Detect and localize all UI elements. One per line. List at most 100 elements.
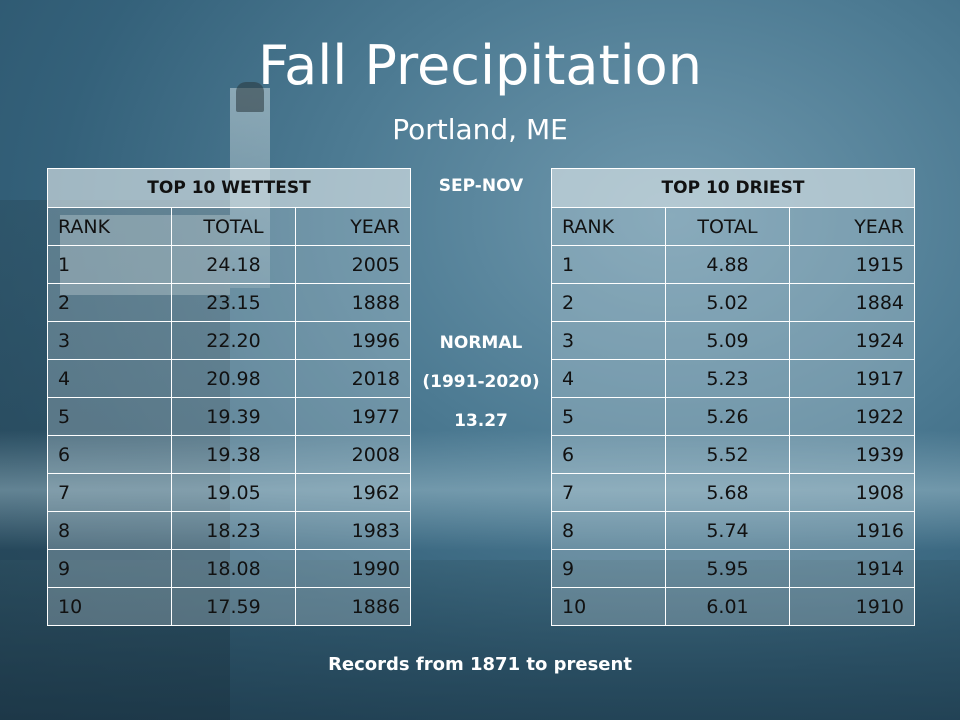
driest-total-cell: 5.09	[665, 321, 790, 360]
driest-rank-cell: 1	[551, 245, 666, 284]
driest-rank-cell: 8	[551, 511, 666, 550]
wettest-total-cell: 19.39	[171, 397, 296, 436]
wettest-year-cell: 1886	[295, 587, 411, 626]
wettest-rank-cell: 7	[47, 473, 172, 512]
wettest-rank-cell: 1	[47, 245, 172, 284]
driest-rank-cell: 7	[551, 473, 666, 512]
wettest-column-header-row: RANK TOTAL YEAR	[47, 207, 411, 246]
wettest-table: TOP 10 WETTEST RANK TOTAL YEAR 1 24.18 200…	[47, 168, 411, 626]
wettest-year-cell: 1977	[295, 397, 411, 436]
driest-year-cell: 1924	[788, 321, 916, 360]
driest-table-row: 1 4.88 1915	[551, 245, 916, 284]
wettest-col-rank: RANK	[47, 207, 172, 246]
wettest-table-row: 2 23.15 1888	[47, 283, 411, 322]
driest-year-cell: 1914	[788, 549, 916, 588]
wettest-rank-cell: 6	[47, 435, 172, 474]
wettest-total-cell: 18.08	[171, 549, 296, 588]
wettest-table-row: 5 19.39 1977	[47, 397, 411, 436]
wettest-total-cell: 20.98	[171, 359, 296, 398]
driest-col-year: YEAR	[788, 207, 916, 246]
wettest-table-row: 6 19.38 2008	[47, 435, 411, 474]
driest-column-header-row: RANK TOTAL YEAR	[551, 207, 916, 246]
wettest-rank-cell: 2	[47, 283, 172, 322]
driest-table-row: 3 5.09 1924	[551, 321, 916, 360]
wettest-rank-cell: 9	[47, 549, 172, 588]
driest-table-header: TOP 10 DRIEST	[550, 168, 916, 208]
driest-table-row: 6 5.52 1939	[551, 435, 916, 474]
wettest-year-cell: 2018	[295, 359, 411, 398]
wettest-total-cell: 17.59	[171, 587, 296, 626]
driest-total-cell: 6.01	[665, 587, 790, 626]
driest-year-cell: 1922	[788, 397, 916, 436]
records-footnote: Records from 1871 to present	[328, 654, 632, 675]
wettest-rank-cell: 10	[47, 587, 172, 626]
wettest-table-row: 8 18.23 1983	[47, 511, 411, 550]
driest-year-cell: 1910	[788, 587, 916, 626]
driest-year-cell: 1884	[788, 283, 916, 322]
driest-table-row: 2 5.02 1884	[551, 283, 916, 322]
wettest-rank-cell: 8	[47, 511, 172, 550]
driest-year-cell: 1908	[788, 473, 916, 512]
driest-col-total: TOTAL	[665, 207, 790, 246]
page-title: Fall Precipitation	[258, 34, 702, 97]
normal-label: NORMAL	[439, 333, 523, 353]
driest-rank-cell: 10	[551, 587, 666, 626]
driest-year-cell: 1916	[788, 511, 916, 550]
wettest-year-cell: 1983	[295, 511, 411, 550]
driest-rank-cell: 9	[551, 549, 666, 588]
normal-value: 13.27	[454, 411, 508, 431]
wettest-table-row: 1 24.18 2005	[47, 245, 411, 284]
driest-year-cell: 1915	[788, 245, 916, 284]
driest-rank-cell: 3	[551, 321, 666, 360]
wettest-year-cell: 1996	[295, 321, 411, 360]
wettest-total-cell: 19.38	[171, 435, 296, 474]
driest-table-row: 8 5.74 1916	[551, 511, 916, 550]
wettest-year-cell: 1990	[295, 549, 411, 588]
driest-table-row: 5 5.26 1922	[551, 397, 916, 436]
driest-table-row: 9 5.95 1914	[551, 549, 916, 588]
wettest-total-cell: 23.15	[171, 283, 296, 322]
driest-rank-cell: 2	[551, 283, 666, 322]
driest-year-cell: 1917	[788, 359, 916, 398]
wettest-year-cell: 1962	[295, 473, 411, 512]
driest-total-cell: 5.02	[665, 283, 790, 322]
driest-col-rank: RANK	[551, 207, 666, 246]
driest-year-cell: 1939	[788, 435, 916, 474]
wettest-year-cell: 2005	[295, 245, 411, 284]
wettest-year-cell: 1888	[295, 283, 411, 322]
wettest-total-cell: 19.05	[171, 473, 296, 512]
driest-table: TOP 10 DRIEST RANK TOTAL YEAR 1 4.88 1915 2…	[550, 168, 916, 626]
driest-total-cell: 5.95	[665, 549, 790, 588]
driest-rank-cell: 4	[551, 359, 666, 398]
wettest-rank-cell: 4	[47, 359, 172, 398]
wettest-col-year: YEAR	[295, 207, 411, 246]
wettest-col-total: TOTAL	[171, 207, 296, 246]
driest-rank-cell: 6	[551, 435, 666, 474]
period-label: SEP-NOV	[438, 176, 524, 196]
wettest-total-cell: 24.18	[171, 245, 296, 284]
bg-lighthouse-lantern	[236, 82, 264, 112]
driest-total-cell: 5.74	[665, 511, 790, 550]
driest-table-row: 4 5.23 1917	[551, 359, 916, 398]
wettest-rank-cell: 3	[47, 321, 172, 360]
driest-total-cell: 5.26	[665, 397, 790, 436]
wettest-table-header: TOP 10 WETTEST	[47, 168, 411, 208]
driest-total-cell: 5.23	[665, 359, 790, 398]
driest-rank-cell: 5	[551, 397, 666, 436]
driest-total-cell: 5.68	[665, 473, 790, 512]
wettest-rank-cell: 5	[47, 397, 172, 436]
wettest-year-cell: 2008	[295, 435, 411, 474]
driest-table-row: 7 5.68 1908	[551, 473, 916, 512]
driest-total-cell: 5.52	[665, 435, 790, 474]
driest-total-cell: 4.88	[665, 245, 790, 284]
page-subtitle: Portland, ME	[392, 113, 568, 146]
driest-table-row: 10 6.01 1910	[551, 587, 916, 626]
wettest-table-row: 9 18.08 1990	[47, 549, 411, 588]
wettest-table-row: 4 20.98 2018	[47, 359, 411, 398]
wettest-table-row: 3 22.20 1996	[47, 321, 411, 360]
wettest-table-row: 10 17.59 1886	[47, 587, 411, 626]
normal-period-label: (1991-2020)	[422, 372, 540, 392]
wettest-table-row: 7 19.05 1962	[47, 473, 411, 512]
wettest-total-cell: 18.23	[171, 511, 296, 550]
wettest-total-cell: 22.20	[171, 321, 296, 360]
